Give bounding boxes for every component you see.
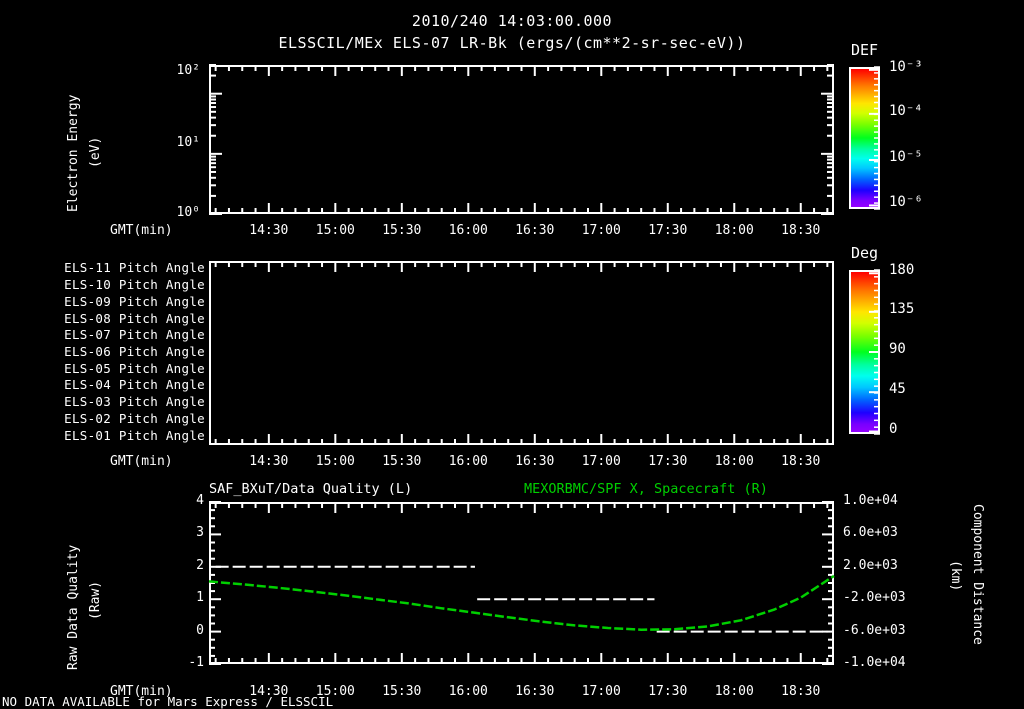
quality-right-ytick-label: 1.0e+04 [843,493,898,508]
energy-ylabel-line2: (eV) [88,136,103,168]
xtick-label: 14:30 [249,684,289,699]
pitch-row-label: ELS-02 Pitch Angle [64,410,205,426]
pitch-row-label: ELS-06 Pitch Angle [64,344,205,359]
pitch-angle-panel[interactable] [209,261,834,445]
xtick-label: 18:30 [781,454,821,469]
quality-title-left: SAF_BXuT/Data Quality (L) [209,481,413,497]
page-title: 2010/240 14:03:00.000 [411,12,613,30]
quality-ylabel-line2: (Raw) [88,580,103,620]
energy-ytick-2: 10² [176,63,200,78]
xtick-label: 17:00 [581,223,621,238]
pitch-row-label: ELS-08 Pitch Angle [64,310,205,326]
xtick-label: 15:30 [382,684,422,699]
xtick-label: 16:00 [448,223,488,238]
deg-colorbar-title: Deg [851,244,879,262]
xtick-label: 18:00 [714,454,754,469]
xtick-label: 17:00 [581,454,621,469]
page-subtitle: ELSSCIL/MEx ELS-07 LR-Bk (ergs/(cm**2-sr… [278,34,746,52]
energy-spectrogram-panel[interactable] [209,65,834,214]
pitch-row-label: ELS-04 Pitch Angle [64,377,205,393]
pitch-xlabel: GMT(min) [110,454,173,469]
colorbar-tick-label: 90 [889,341,906,357]
xtick-label: 16:30 [515,454,555,469]
xtick-label: 18:30 [781,684,821,699]
xtick-label: 16:30 [515,223,555,238]
energy-ytick-1: 10¹ [176,135,200,150]
energy-ylabel-line1: Electron Energy [66,94,81,212]
xtick-label: 15:00 [315,454,355,469]
data-quality-panel[interactable] [209,502,834,664]
quality-right-ylabel-line1: Component Distance [970,504,985,645]
colorbar-tick-label: 180 [889,262,915,279]
xtick-label: 17:30 [648,684,688,699]
quality-ylabel-line1: Raw Data Quality [66,544,81,670]
xtick-label: 18:30 [781,223,821,238]
energy-ytick-0: 10⁰ [176,205,200,220]
xtick-label: 18:00 [714,684,754,699]
quality-ytick-label: 1 [196,590,204,606]
def-colorbar[interactable] [849,67,880,209]
quality-ytick-label: 2 [196,557,204,573]
status-message: NO DATA AVAILABLE for Mars Express / ELS… [2,694,334,709]
colorbar-tick-label: 10⁻⁶ [889,194,923,211]
quality-ytick-label: 0 [196,622,204,638]
xtick-label: 17:30 [648,223,688,238]
quality-xlabel: GMT(min) [110,684,173,699]
quality-right-ytick-label: -6.0e+03 [843,622,906,638]
colorbar-tick-label: 45 [889,381,906,398]
quality-title-right: MEXORBMC/SPF X, Spacecraft (R) [524,481,768,497]
xtick-label: 17:30 [648,454,688,469]
xtick-label: 16:30 [515,684,555,699]
pitch-row-label: ELS-05 Pitch Angle [64,360,205,376]
pitch-row-label: ELS-09 Pitch Angle [64,293,205,309]
colorbar-tick-label: 0 [889,420,898,437]
pitch-row-label: ELS-01 Pitch Angle [64,427,205,443]
pitch-row-label: ELS-11 Pitch Angle [64,260,205,276]
xtick-label: 18:00 [714,223,754,238]
pitch-row-label: ELS-07 Pitch Angle [64,327,205,343]
def-colorbar-title: DEF [851,41,879,59]
quality-right-ytick-label: 6.0e+03 [843,525,898,541]
xtick-label: 15:00 [315,684,355,699]
quality-right-ylabel-line2: (km) [948,560,963,592]
quality-right-ytick-label: -2.0e+03 [843,590,906,606]
quality-ytick-label: 3 [196,525,204,541]
xtick-label: 16:00 [448,684,488,699]
pitch-row-label: ELS-10 Pitch Angle [64,277,205,293]
deg-colorbar-gradient [851,272,878,432]
colorbar-tick-label: 10⁻⁴ [889,102,923,119]
deg-colorbar[interactable] [849,270,880,434]
quality-ytick-label: -1 [188,655,204,670]
quality-right-ytick-label: -1.0e+04 [843,655,906,670]
xtick-label: 17:00 [581,684,621,699]
xtick-label: 15:30 [382,223,422,238]
pitch-row-label: ELS-03 Pitch Angle [64,394,205,410]
energy-xlabel: GMT(min) [110,223,173,238]
xtick-label: 14:30 [249,223,289,238]
xtick-label: 14:30 [249,454,289,469]
colorbar-tick-label: 135 [889,300,915,317]
quality-ytick-label: 4 [196,493,204,508]
xtick-label: 15:00 [315,223,355,238]
def-colorbar-gradient [851,69,878,207]
xtick-label: 16:00 [448,454,488,469]
colorbar-tick-label: 10⁻³ [889,58,923,75]
quality-right-ytick-label: 2.0e+03 [843,557,898,573]
colorbar-tick-label: 10⁻⁵ [889,149,923,165]
xtick-label: 15:30 [382,454,422,469]
